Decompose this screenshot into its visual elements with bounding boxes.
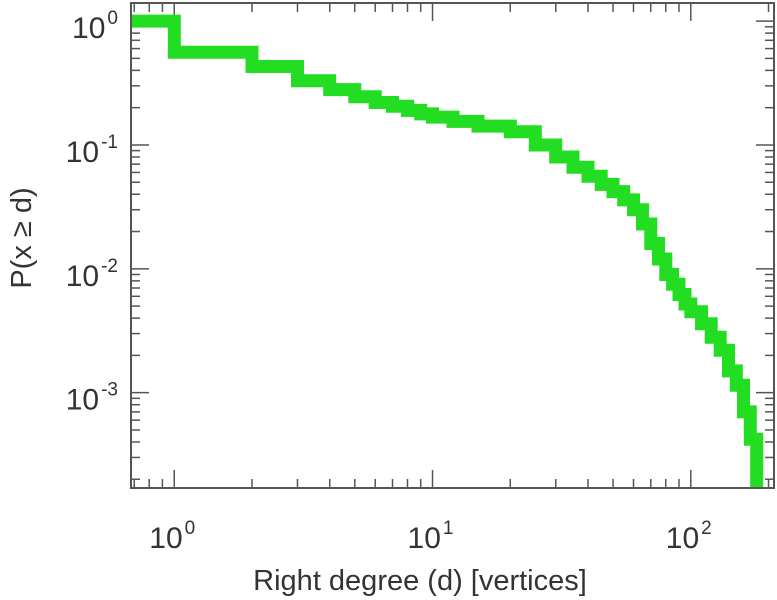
y-tick-label: 10 -3: [66, 380, 118, 417]
tick-labels: 10 0 10 1 10 2 10 0 10 -1 10 -2 10 -3: [66, 8, 712, 555]
axis-ticks: [131, 3, 774, 488]
x-tick-label: 10 2: [666, 518, 712, 555]
plot-frame: [130, 2, 775, 489]
y-tick-label: 10 -2: [66, 256, 118, 293]
x-tick-label: 10 0: [149, 518, 195, 555]
x-tick-label: 10 1: [408, 518, 454, 555]
y-axis-label: P(x ≥ d): [6, 187, 38, 288]
y-tick-label: 10 0: [72, 8, 118, 45]
series-layer: [131, 14, 764, 488]
y-tick-label: 10 -1: [66, 132, 118, 169]
ccdf-step-line: [131, 14, 764, 488]
x-axis-label: Right degree (d) [vertices]: [253, 565, 587, 597]
